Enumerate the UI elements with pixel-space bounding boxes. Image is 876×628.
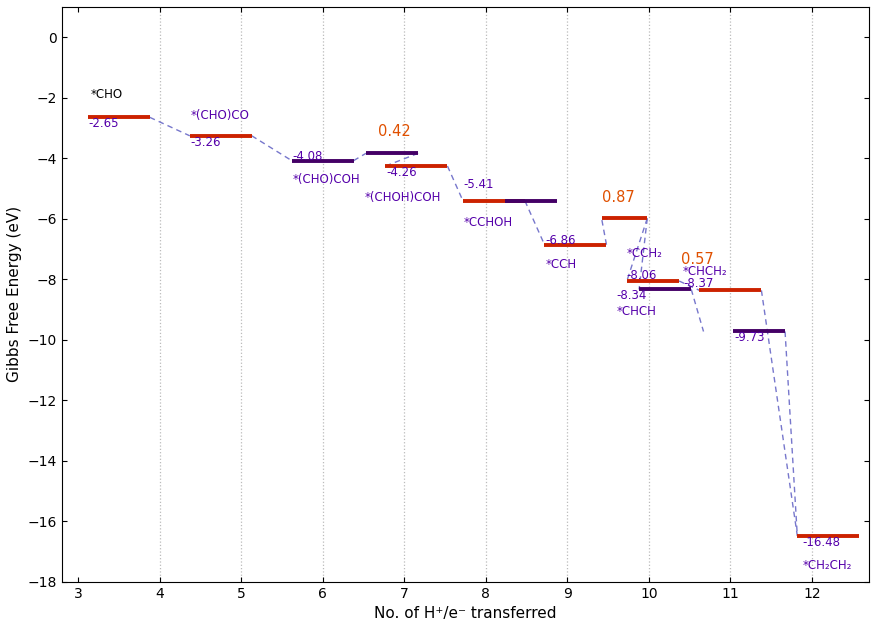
X-axis label: No. of H⁺/e⁻ transferred: No. of H⁺/e⁻ transferred bbox=[374, 606, 556, 621]
Text: -8.34: -8.34 bbox=[616, 290, 646, 303]
Text: *CCH: *CCH bbox=[546, 258, 576, 271]
Text: 0.42: 0.42 bbox=[378, 124, 411, 139]
Text: *(CHO)COH: *(CHO)COH bbox=[293, 173, 360, 187]
Text: -3.26: -3.26 bbox=[191, 136, 221, 149]
Text: *(CHO)CO: *(CHO)CO bbox=[191, 109, 250, 122]
Text: -8.37: -8.37 bbox=[683, 278, 714, 290]
Text: *CHCH₂: *CHCH₂ bbox=[683, 264, 728, 278]
Text: -4.26: -4.26 bbox=[386, 166, 417, 179]
Text: -6.86: -6.86 bbox=[546, 234, 576, 247]
Text: *CHCH: *CHCH bbox=[616, 305, 656, 318]
Text: *CH₂CH₂: *CH₂CH₂ bbox=[802, 559, 851, 572]
Text: *CCH₂: *CCH₂ bbox=[627, 247, 663, 259]
Text: *CHO: *CHO bbox=[90, 88, 123, 100]
Text: *(CHOH)COH: *(CHOH)COH bbox=[365, 192, 442, 205]
Text: -9.73: -9.73 bbox=[734, 332, 765, 345]
Text: -16.48: -16.48 bbox=[802, 536, 840, 549]
Text: 0.57: 0.57 bbox=[682, 252, 714, 267]
Text: *CCHOH: *CCHOH bbox=[463, 215, 512, 229]
Text: -8.06: -8.06 bbox=[627, 269, 657, 283]
Y-axis label: Gibbs Free Energy (eV): Gibbs Free Energy (eV) bbox=[7, 206, 22, 382]
Text: -5.41: -5.41 bbox=[463, 178, 494, 192]
Text: -2.65: -2.65 bbox=[88, 117, 119, 131]
Text: -4.08: -4.08 bbox=[293, 149, 323, 163]
Text: 0.87: 0.87 bbox=[603, 190, 635, 205]
